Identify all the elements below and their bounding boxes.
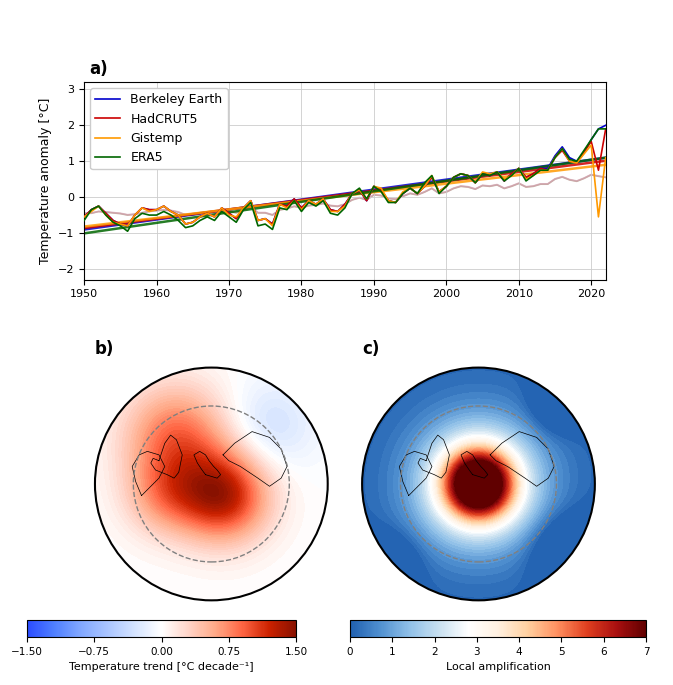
Text: c): c) bbox=[362, 340, 380, 358]
ERA5 bbox=[348, 190, 356, 198]
Berkeley Earth bbox=[536, 164, 544, 173]
HadCRUT5 bbox=[348, 190, 356, 198]
ERA5 bbox=[594, 125, 602, 133]
Gistemp bbox=[203, 209, 211, 217]
ERA5 bbox=[522, 177, 530, 185]
HadCRUT5 bbox=[203, 209, 211, 217]
Gistemp bbox=[80, 213, 88, 221]
ERA5 bbox=[558, 145, 566, 153]
Text: a): a) bbox=[90, 60, 108, 78]
Gistemp bbox=[348, 190, 356, 198]
ERA5 bbox=[536, 166, 544, 174]
Berkeley Earth bbox=[602, 121, 610, 129]
HadCRUT5 bbox=[602, 125, 610, 133]
Line: Berkeley Earth: Berkeley Earth bbox=[84, 125, 606, 226]
HadCRUT5 bbox=[558, 147, 566, 155]
X-axis label: Temperature trend [°C decade⁻¹]: Temperature trend [°C decade⁻¹] bbox=[69, 662, 254, 673]
Line: HadCRUT5: HadCRUT5 bbox=[84, 129, 606, 226]
Line: Gistemp: Gistemp bbox=[84, 145, 606, 226]
Y-axis label: Temperature anomaly [°C]: Temperature anomaly [°C] bbox=[39, 98, 52, 264]
ERA5 bbox=[124, 227, 132, 236]
Gistemp bbox=[536, 166, 544, 174]
ERA5 bbox=[80, 216, 88, 225]
Gistemp bbox=[558, 145, 566, 153]
Berkeley Earth bbox=[261, 214, 269, 223]
Berkeley Earth bbox=[522, 173, 530, 182]
Gistemp bbox=[602, 153, 610, 162]
ERA5 bbox=[602, 125, 610, 133]
Gistemp bbox=[522, 175, 530, 184]
Gistemp bbox=[261, 214, 269, 223]
Line: ERA5: ERA5 bbox=[84, 129, 606, 232]
Berkeley Earth bbox=[203, 209, 211, 217]
Gistemp bbox=[587, 141, 595, 149]
Berkeley Earth bbox=[558, 142, 566, 151]
HadCRUT5 bbox=[536, 164, 544, 173]
HadCRUT5 bbox=[124, 222, 132, 230]
Berkeley Earth bbox=[348, 190, 356, 198]
Berkeley Earth bbox=[124, 222, 132, 230]
HadCRUT5 bbox=[522, 173, 530, 182]
ERA5 bbox=[261, 220, 269, 228]
HadCRUT5 bbox=[261, 214, 269, 223]
Gistemp bbox=[124, 222, 132, 230]
Text: b): b) bbox=[95, 340, 114, 358]
HadCRUT5 bbox=[80, 213, 88, 221]
ERA5 bbox=[203, 213, 211, 221]
Legend: Berkeley Earth, HadCRUT5, Gistemp, ERA5: Berkeley Earth, HadCRUT5, Gistemp, ERA5 bbox=[90, 88, 227, 169]
Berkeley Earth bbox=[80, 213, 88, 221]
X-axis label: Local amplification: Local amplification bbox=[446, 662, 551, 673]
